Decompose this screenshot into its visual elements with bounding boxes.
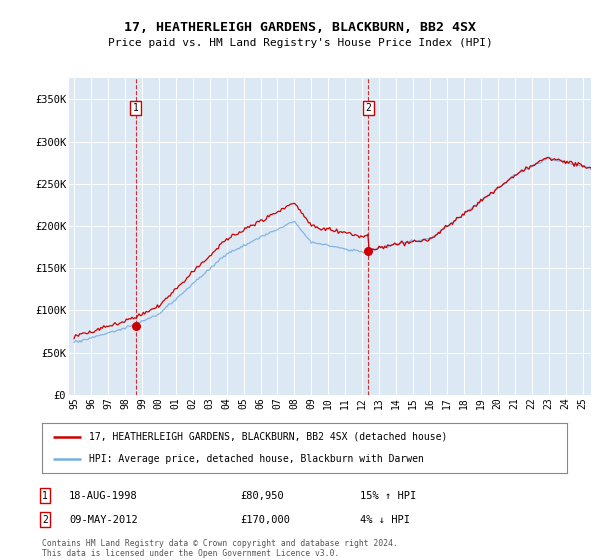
- Text: Contains HM Land Registry data © Crown copyright and database right 2024.
This d: Contains HM Land Registry data © Crown c…: [42, 539, 398, 558]
- Text: £80,950: £80,950: [240, 491, 284, 501]
- Point: [364, 247, 373, 256]
- Text: 1: 1: [42, 491, 48, 501]
- Text: 2: 2: [365, 103, 371, 113]
- Point: [131, 322, 140, 331]
- Text: 09-MAY-2012: 09-MAY-2012: [69, 515, 138, 525]
- Text: 17, HEATHERLEIGH GARDENS, BLACKBURN, BB2 4SX (detached house): 17, HEATHERLEIGH GARDENS, BLACKBURN, BB2…: [89, 432, 448, 442]
- Text: Price paid vs. HM Land Registry's House Price Index (HPI): Price paid vs. HM Land Registry's House …: [107, 38, 493, 48]
- Text: 1: 1: [133, 103, 139, 113]
- Text: 18-AUG-1998: 18-AUG-1998: [69, 491, 138, 501]
- Text: 17, HEATHERLEIGH GARDENS, BLACKBURN, BB2 4SX: 17, HEATHERLEIGH GARDENS, BLACKBURN, BB2…: [124, 21, 476, 34]
- Text: HPI: Average price, detached house, Blackburn with Darwen: HPI: Average price, detached house, Blac…: [89, 454, 424, 464]
- Text: 4% ↓ HPI: 4% ↓ HPI: [360, 515, 410, 525]
- Text: 2: 2: [42, 515, 48, 525]
- Text: £170,000: £170,000: [240, 515, 290, 525]
- Text: 15% ↑ HPI: 15% ↑ HPI: [360, 491, 416, 501]
